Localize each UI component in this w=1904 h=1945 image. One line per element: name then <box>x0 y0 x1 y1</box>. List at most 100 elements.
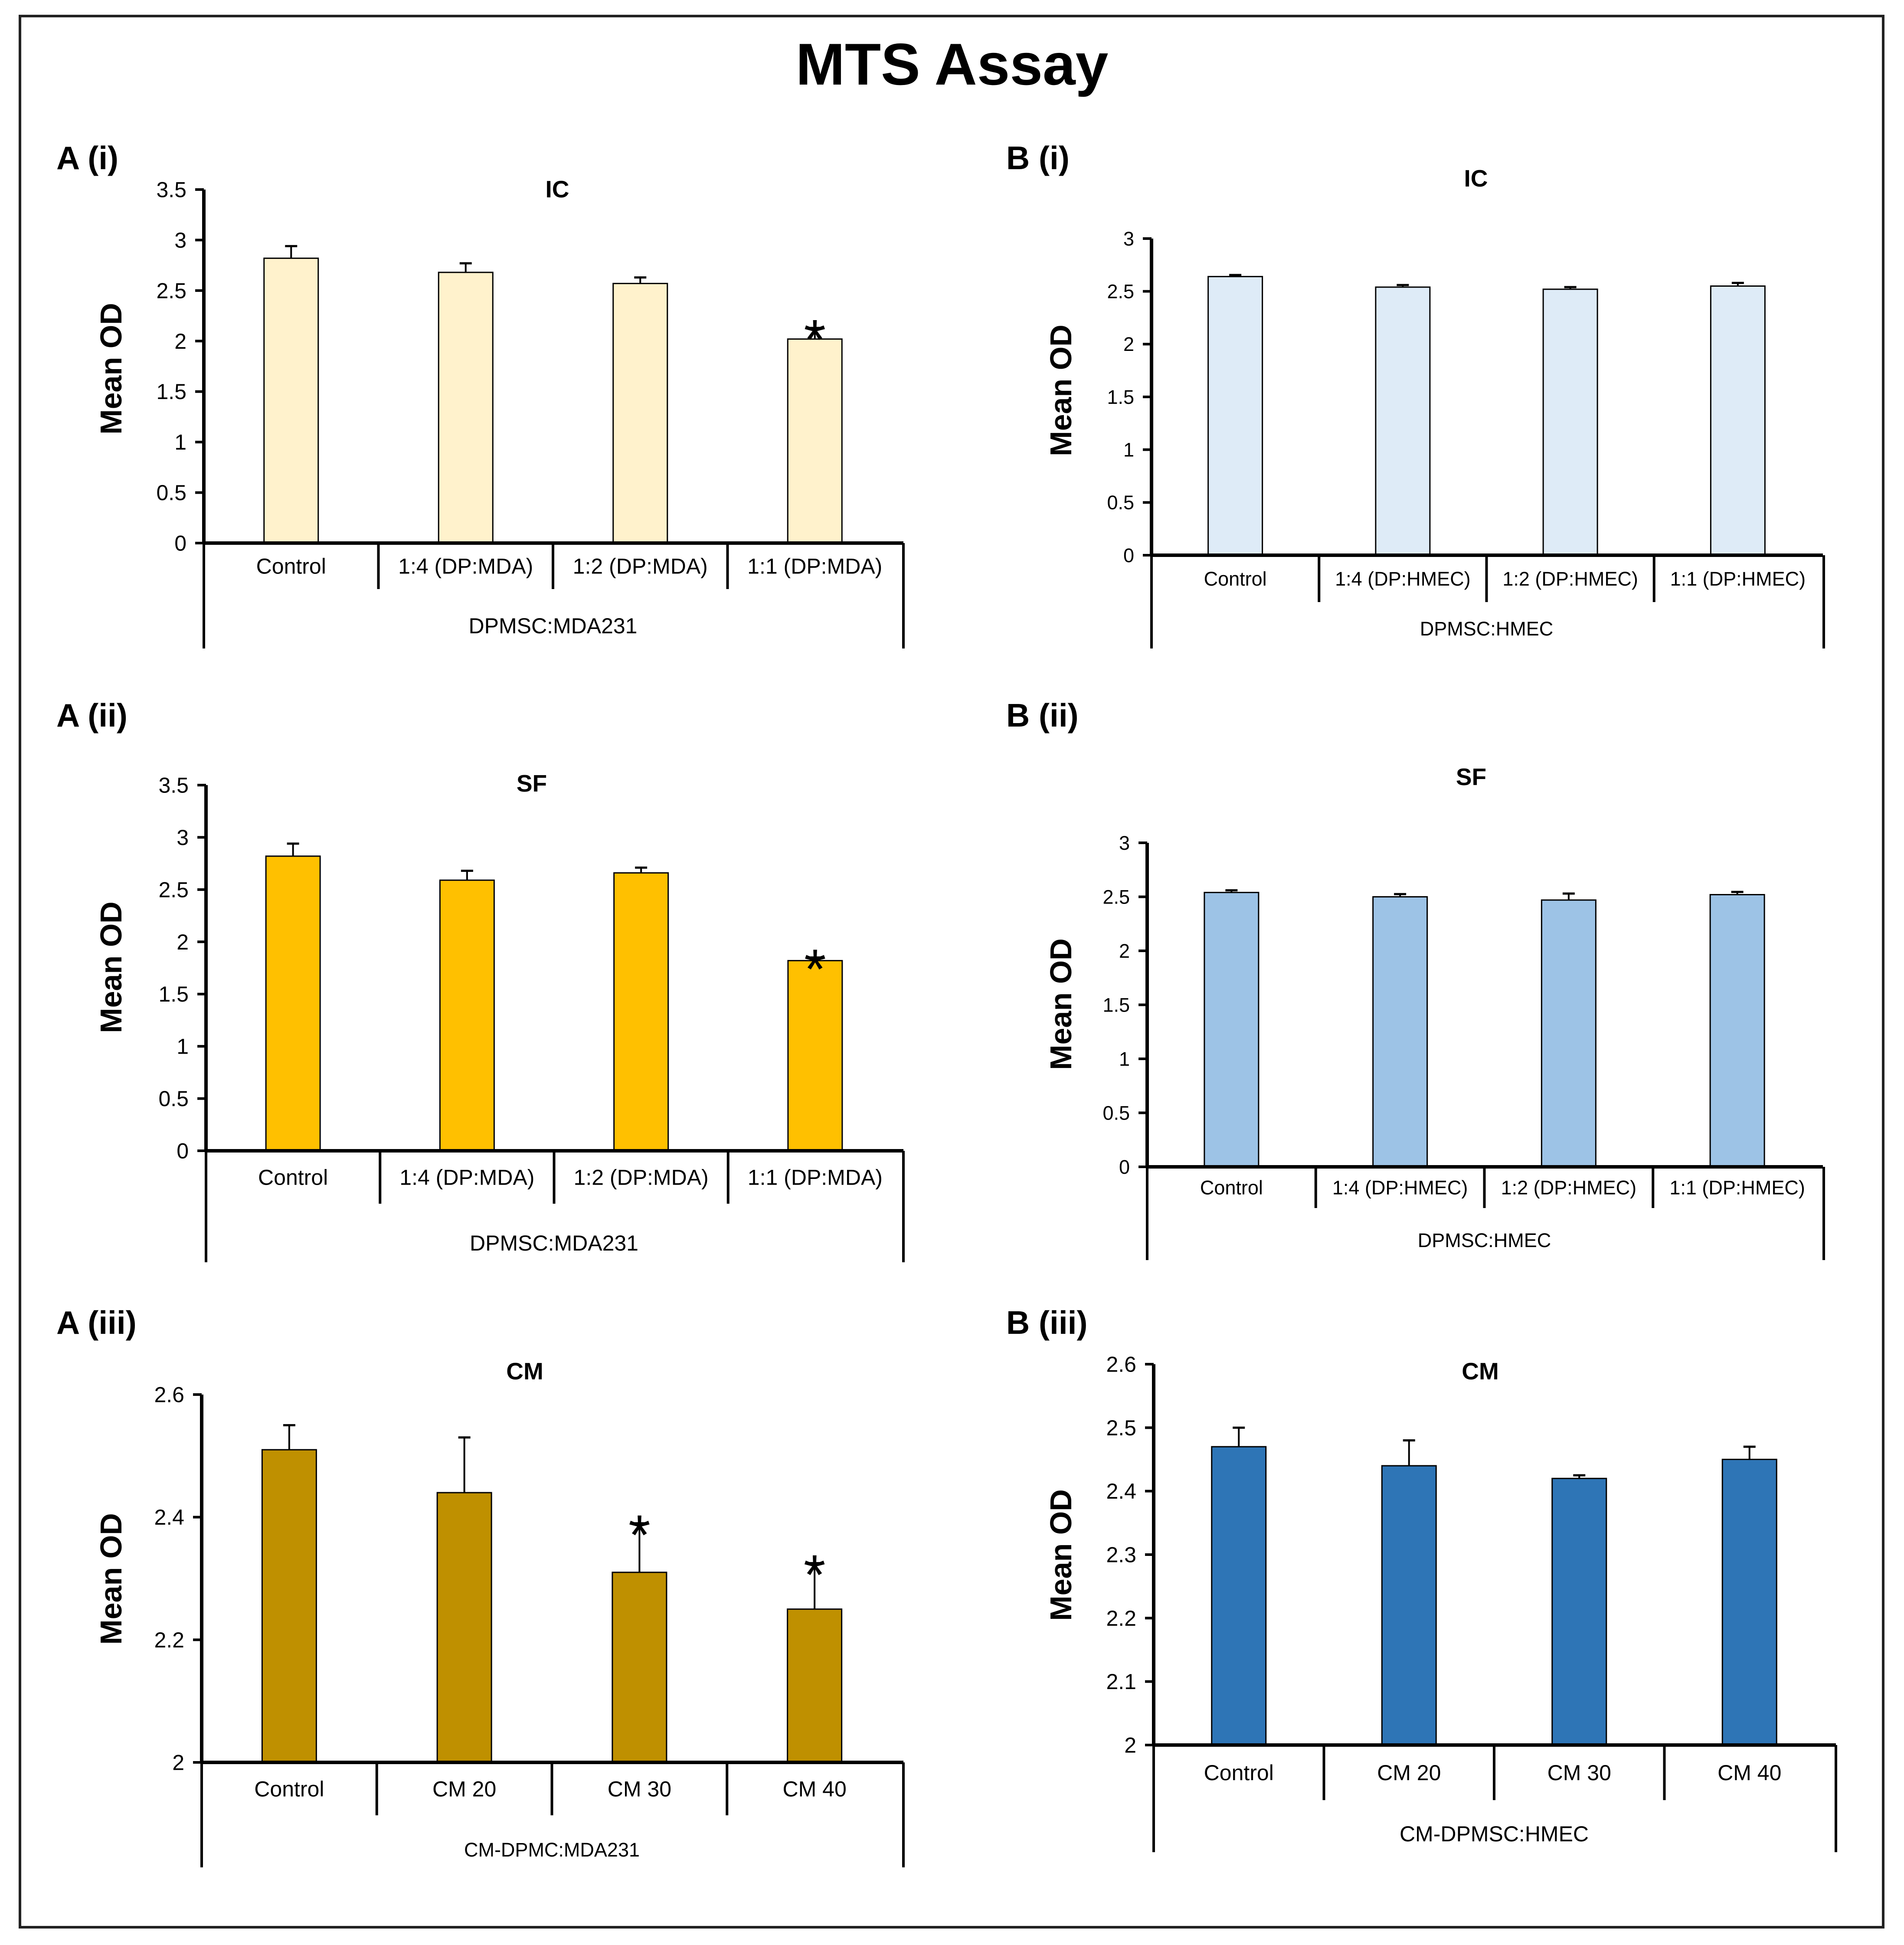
bar-3 <box>1551 1477 1607 1746</box>
y-axis-label: Mean OD <box>94 901 128 1033</box>
x-axis-group-label: DPMSC:MDA231 <box>469 614 638 638</box>
chart-title: CM <box>1462 1358 1499 1385</box>
y-tick-label-7: 3 <box>177 825 189 850</box>
bar-1 <box>1204 892 1260 1168</box>
panel-a-ii: A (ii) SF Mean OD * 0 0.5 1 1.5 2 2.5 3 3.5 Control 1… <box>56 697 905 1262</box>
panel-label: B (iii) <box>1006 1304 1087 1341</box>
significance-marker-4: * <box>804 937 826 1001</box>
x-axis-group-label: DPMSC:MDA231 <box>470 1231 638 1255</box>
bar-2 <box>1375 286 1431 556</box>
y-tick-label-3: 2.2 <box>1106 1606 1136 1631</box>
y-tick-label-2: 2.2 <box>154 1628 184 1652</box>
category-label-3: CM 30 <box>608 1777 671 1801</box>
bar-1 <box>1211 1446 1267 1746</box>
y-tick-label-6: 2.5 <box>1102 886 1130 908</box>
significance-marker-3: * <box>628 1503 651 1566</box>
y-tick-label-2: 0.5 <box>1102 1102 1130 1124</box>
y-axis-label: Mean OD <box>94 303 128 434</box>
bar-1 <box>261 1449 317 1763</box>
x-axis-group-label: DPMSC:HMEC <box>1420 618 1554 640</box>
bar-2 <box>439 879 495 1152</box>
y-tick-label-5: 2 <box>177 930 189 954</box>
chart-title: SF <box>1456 763 1486 790</box>
category-label-4: 1:1 (DP:HMEC) <box>1670 568 1806 590</box>
y-tick-label-4: 1.5 <box>158 982 189 1006</box>
bar-2 <box>436 1492 492 1763</box>
y-tick-label-5: 2.4 <box>1106 1479 1136 1503</box>
y-tick-label-8: 3.5 <box>158 773 189 798</box>
y-tick-label-2: 0.5 <box>1107 491 1134 514</box>
y-tick-label-7: 3 <box>1119 832 1130 854</box>
category-label-3: 1:2 (DP:MDA) <box>574 1166 709 1190</box>
bar-3 <box>612 1572 667 1763</box>
y-tick-label-2: 0.5 <box>158 1087 189 1111</box>
panel-label: B (i) <box>1006 140 1070 176</box>
y-tick-label-5: 2 <box>1119 940 1130 962</box>
y-tick-label-1: 0 <box>1119 1156 1130 1178</box>
category-label-4: 1:1 (DP:MDA) <box>747 554 882 579</box>
y-axis-label: Mean OD <box>94 1513 128 1644</box>
panel-label: B (ii) <box>1006 697 1079 733</box>
panel-b-iii: B (iii) CM Mean OD 2 2.1 2.2 2.3 2.4 2.5 2.6 Contr… <box>1006 1304 1837 1852</box>
chart-title: SF <box>517 770 547 797</box>
panel-a-i: A (i) IC Mean OD * 0 0.5 1 1.5 2 2.5 3 3.5 Control 1:… <box>56 140 905 648</box>
y-tick-label-1: 0 <box>177 1139 189 1163</box>
panel-b-i: B (i) IC Mean OD 0 0.5 1 1.5 2 2.5 3 Control 1:4 (D… <box>1006 140 1825 648</box>
bar-3 <box>612 283 668 544</box>
category-label-2: 1:4 (DP:MDA) <box>398 554 533 579</box>
bar-4 <box>1710 285 1766 556</box>
bar-2 <box>1381 1465 1437 1746</box>
category-label-4: CM 40 <box>782 1777 846 1801</box>
figure-frame <box>19 15 1884 1929</box>
y-tick-label-6: 2.5 <box>156 278 186 303</box>
category-label-3: 1:2 (DP:HMEC) <box>1502 568 1638 590</box>
category-label-1: Control <box>254 1777 324 1801</box>
y-axis-label: Mean OD <box>1044 1489 1078 1621</box>
bar-3 <box>1541 899 1596 1168</box>
category-label-2: 1:4 (DP:HMEC) <box>1332 1176 1468 1198</box>
y-tick-label-4: 1.5 <box>1107 386 1134 408</box>
figure-title: MTS Assay <box>795 31 1109 97</box>
bar-1 <box>263 257 319 544</box>
y-tick-label-7: 3 <box>1123 228 1134 250</box>
x-axis-group-label: CM-DPMSC:HMEC <box>1400 1822 1589 1846</box>
y-tick-label-6: 2.5 <box>1107 280 1134 302</box>
category-label-2: CM 20 <box>432 1777 496 1801</box>
category-label-3: 1:2 (DP:MDA) <box>573 554 708 579</box>
bar-4 <box>1709 894 1765 1168</box>
category-label-3: 1:2 (DP:HMEC) <box>1501 1176 1637 1198</box>
y-tick-label-1: 0 <box>1123 544 1134 566</box>
y-tick-label-1: 0 <box>174 531 186 556</box>
y-axis-label: Mean OD <box>1044 938 1078 1070</box>
bar-1 <box>1207 276 1263 556</box>
category-label-1: Control <box>1200 1176 1263 1198</box>
x-axis-group-label: DPMSC:HMEC <box>1418 1229 1551 1251</box>
category-label-2: 1:4 (DP:MDA) <box>399 1166 534 1190</box>
category-label-3: CM 30 <box>1547 1761 1611 1785</box>
bar-2 <box>438 272 494 544</box>
significance-marker-4: * <box>804 1543 826 1606</box>
significance-marker-4: * <box>804 308 826 371</box>
y-tick-label-4: 2.3 <box>1106 1543 1136 1567</box>
bar-4 <box>787 960 843 1152</box>
panel-a-iii: A (iii) CM Mean OD * * 2 2.2 2.4 2.6 Control CM 20… <box>56 1304 905 1867</box>
panel-label: A (i) <box>56 140 118 176</box>
y-tick-label-5: 2 <box>1123 333 1134 355</box>
category-label-1: Control <box>256 554 326 579</box>
category-label-2: 1:4 (DP:HMEC) <box>1335 568 1471 590</box>
panel-b-ii: B (ii) SF Mean OD 0 0.5 1 1.5 2 2.5 3 Control 1:4 (… <box>1006 697 1825 1260</box>
chart-title: IC <box>546 176 569 203</box>
chart-title: CM <box>506 1358 543 1385</box>
category-label-4: 1:1 (DP:MDA) <box>748 1166 883 1190</box>
category-label-1: Control <box>1204 568 1267 590</box>
y-tick-label-4: 1.5 <box>1102 994 1130 1016</box>
y-tick-label-2: 0.5 <box>156 481 186 505</box>
x-axis-group-label: CM-DPMC:MDA231 <box>464 1839 640 1861</box>
y-axis-label: Mean OD <box>1044 324 1078 456</box>
y-tick-label-4: 2.6 <box>154 1383 184 1407</box>
y-tick-label-1: 2 <box>172 1751 184 1775</box>
bar-2 <box>1372 896 1428 1168</box>
y-tick-label-3: 1 <box>1119 1048 1130 1070</box>
y-tick-label-2: 2.1 <box>1106 1670 1136 1694</box>
bar-3 <box>613 872 669 1152</box>
